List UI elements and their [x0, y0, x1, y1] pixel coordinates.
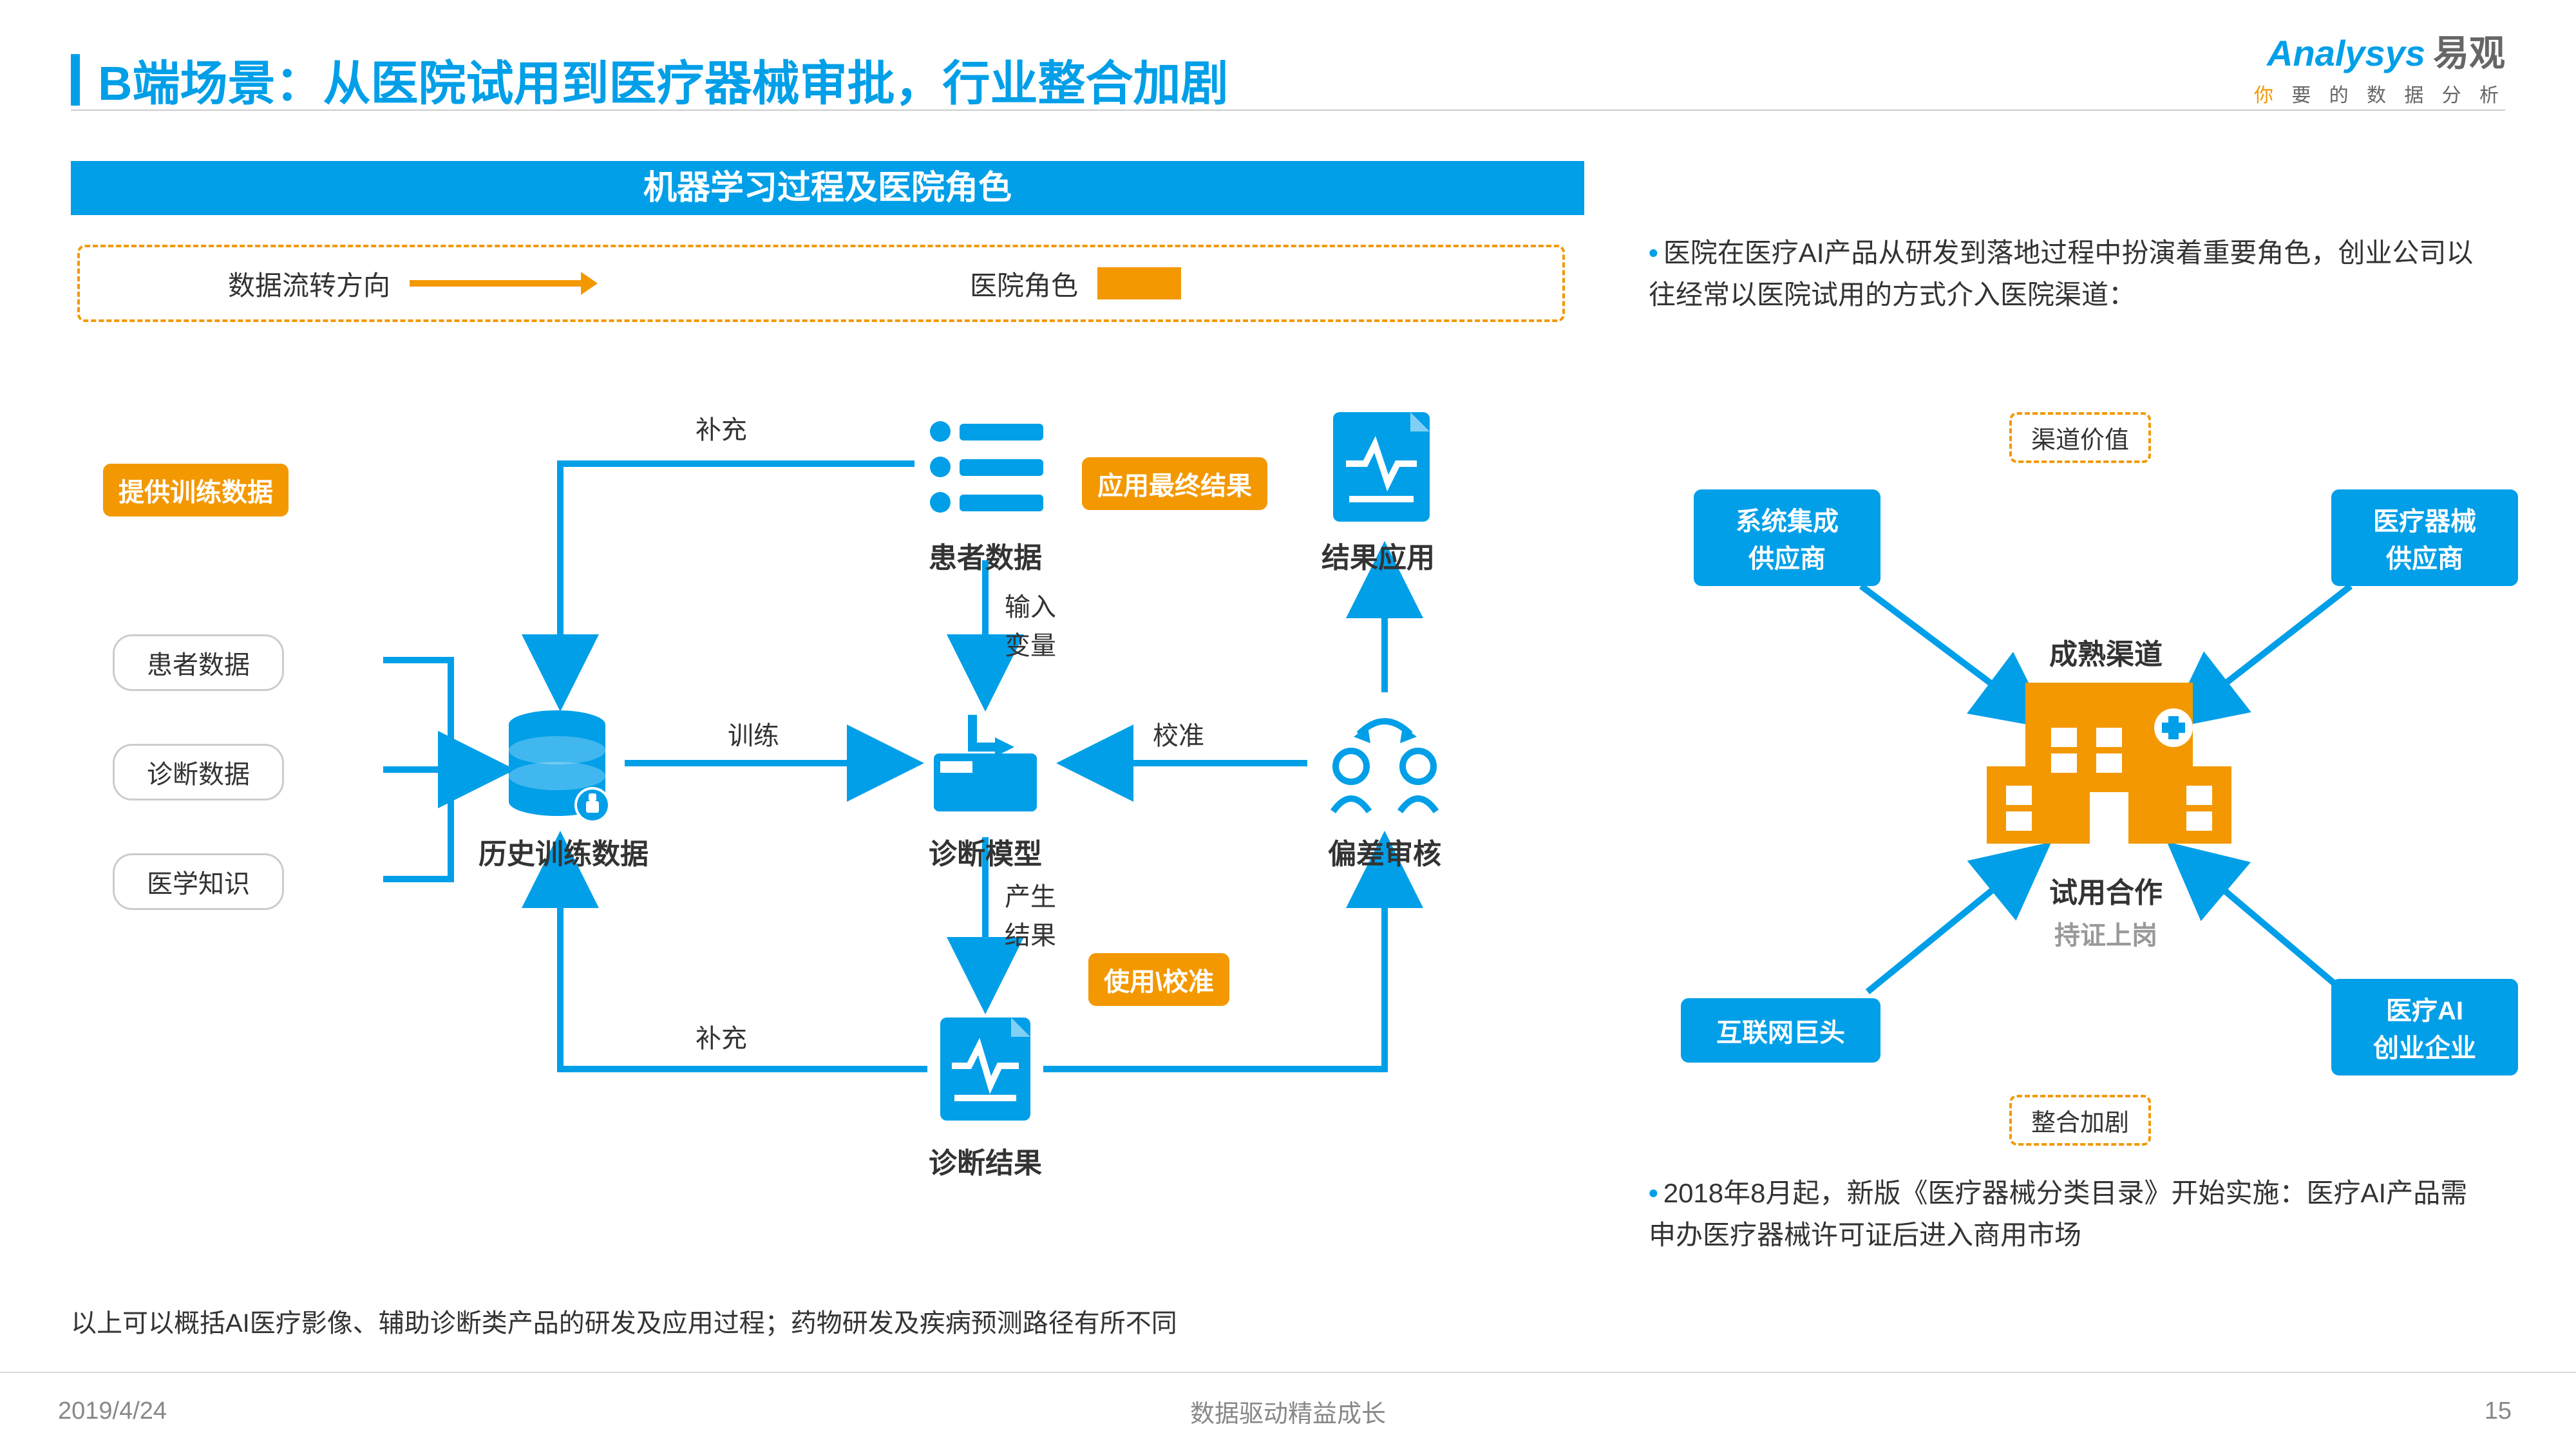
bullet-2: •2018年8月起，新版《医疗器械分类目录》开始实施：医疗AI产品需申办医疗器械…	[1649, 1172, 2492, 1256]
box-sys-integrator: 系统集成 供应商	[1694, 489, 1880, 586]
node-model: 诊断模型	[902, 831, 1069, 872]
list-icon	[930, 421, 1043, 513]
edge-produce-l1: 产生	[1005, 876, 1056, 913]
node-apply: 结果应用	[1294, 535, 1462, 576]
input-patient: 患者数据	[113, 634, 284, 691]
edge-input-l2: 变量	[1005, 625, 1056, 662]
box-internet-giant: 互联网巨头	[1681, 998, 1880, 1063]
box-ai-startup: 医疗AI 创业企业	[2331, 979, 2518, 1075]
document-pulse-icon	[1333, 412, 1430, 522]
box-device-supplier: 医疗器械 供应商	[2331, 489, 2518, 586]
edge-supplement-top: 补充	[696, 409, 747, 446]
database-icon	[509, 710, 611, 823]
label-licensed: 持证上岗	[2016, 914, 2196, 952]
footer: 2019/4/24 数据驱动精益成长 15	[0, 1372, 2576, 1449]
footer-date: 2019/4/24	[58, 1397, 167, 1425]
people-swap-icon	[1333, 721, 1436, 811]
document-icon	[940, 1018, 1030, 1121]
dash-channel-value: 渠道价值	[2009, 412, 2151, 463]
node-result: 诊断结果	[902, 1140, 1069, 1181]
footer-page: 15	[2485, 1397, 2512, 1425]
node-patient: 患者数据	[902, 535, 1069, 576]
flow-footnote: 以上可以概括AI医疗影像、辅助诊断类产品的研发及应用过程；药物研发及疾病预测路径…	[71, 1302, 1177, 1340]
dash-consolidation: 整合加剧	[2009, 1095, 2151, 1146]
label-trial-coop: 试用合作	[2016, 869, 2196, 911]
role-provide-data: 提供训练数据	[103, 464, 289, 516]
input-medical: 医学知识	[113, 853, 284, 910]
bullet-1: •医院在医疗AI产品从研发到落地过程中扮演着重要角色，创业公司以往经常以医院试用…	[1649, 232, 2492, 316]
node-history: 历史训练数据	[451, 831, 676, 872]
edge-input-l1: 输入	[1005, 586, 1056, 623]
model-icon	[934, 715, 1037, 811]
node-review: 偏差审核	[1301, 831, 1468, 872]
edge-train: 训练	[728, 715, 779, 752]
footer-tagline: 数据驱动精益成长	[0, 1394, 2576, 1429]
role-apply-final: 应用最终结果	[1082, 457, 1267, 510]
edge-calibrate: 校准	[1153, 715, 1204, 752]
role-use-calibrate: 使用\校准	[1088, 953, 1229, 1006]
edge-supplement-bot: 补充	[696, 1018, 747, 1055]
edge-produce-l2: 结果	[1005, 914, 1056, 952]
input-diagnosis: 诊断数据	[113, 744, 284, 800]
label-mature-channel: 成熟渠道	[2016, 631, 2196, 672]
